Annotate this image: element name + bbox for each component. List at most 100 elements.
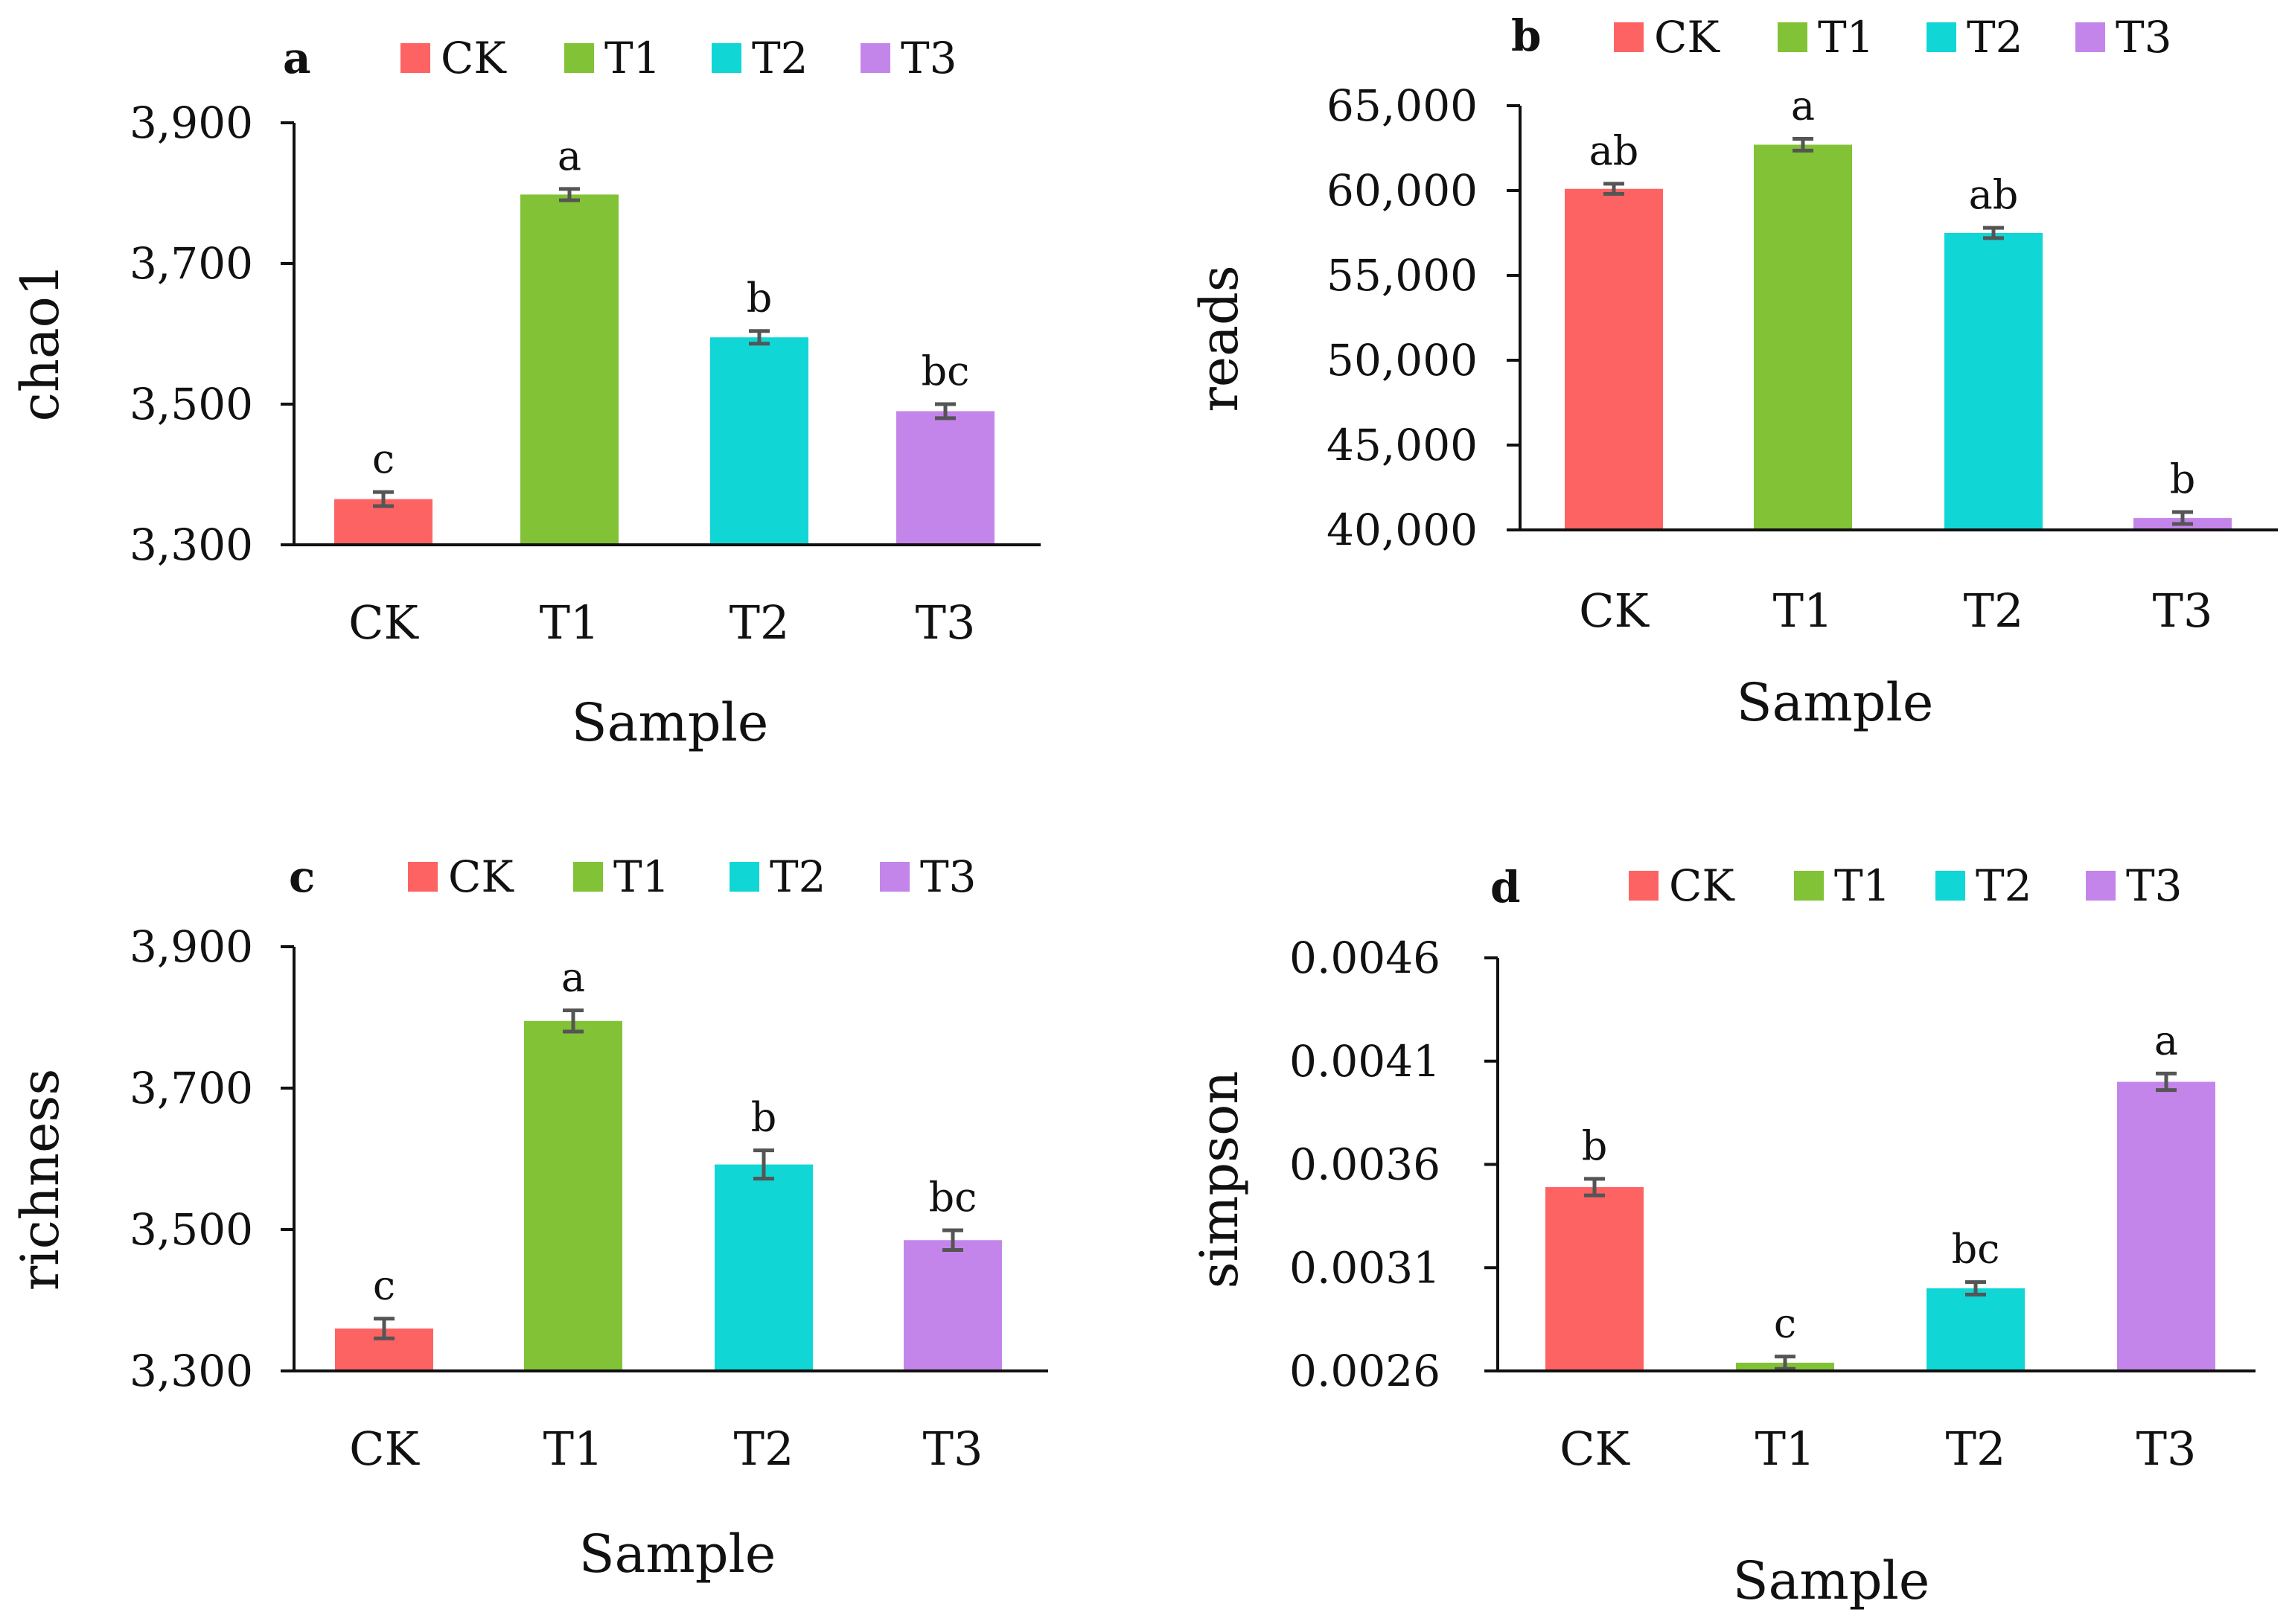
bar-t3: [896, 411, 995, 545]
legend-label-t2-c: T2: [770, 851, 826, 902]
bar-t2: [1927, 1288, 2025, 1371]
x-axis-title-a: Sample: [572, 692, 769, 753]
significance-label-t3: a: [2154, 1017, 2178, 1064]
y-tick-label: 3,900: [130, 921, 253, 972]
y-axis-title-a: chao1: [10, 263, 71, 422]
bar-ck: [1565, 188, 1663, 530]
x-tick-label-t2: T2: [1964, 584, 2024, 638]
legend-label-t2-a: T2: [752, 33, 808, 83]
y-axis-title-d: simpson: [1189, 1071, 1250, 1289]
panel-c: c CK T1 T2 T3 3,300 3,500 3,700 3,900 c CK a T1…: [10, 851, 1048, 1585]
legend-d: CK T1 T2 T3: [1629, 860, 2183, 911]
significance-label-t1: a: [1791, 82, 1815, 129]
legend-label-ck-a: CK: [441, 33, 507, 83]
bar-ck: [1545, 1187, 1644, 1371]
x-tick-label-t2: T2: [730, 595, 790, 650]
legend-swatch-t3-a: [861, 43, 890, 73]
legend-swatch-t3-d: [2086, 871, 2116, 901]
legend-swatch-t1-c: [573, 862, 603, 892]
y-tick-label: 50,000: [1327, 335, 1478, 386]
x-tick-label-ck: CK: [1560, 1422, 1630, 1476]
plot-area-b: 40,00045,00050,00055,00060,00065,000abCK…: [1327, 80, 2278, 638]
legend-swatch-ck-a: [400, 43, 430, 73]
legend-label-ck-d: CK: [1669, 860, 1735, 911]
x-tick-label-ck: CK: [1579, 584, 1650, 638]
legend-label-t3-c: T3: [920, 851, 977, 902]
panel-a: a CK T1 T2 T3 3,300 3,500 3,700 3,900 c CK a T1…: [10, 33, 1041, 753]
plot-area-c: 3,300 3,500 3,700 3,900 c CK a T1 b T2 bc T3: [130, 921, 1048, 1476]
x-axis-title-d: Sample: [1733, 1550, 1930, 1611]
significance-label-t1: c: [1774, 1300, 1796, 1347]
bar-t1: [524, 1020, 622, 1371]
significance-label-ck: b: [1582, 1122, 1608, 1169]
legend-swatch-t2-c: [730, 862, 759, 892]
legend-swatch-ck-b: [1614, 22, 1644, 52]
bar-t2: [715, 1164, 813, 1371]
y-tick-label: 0.0026: [1289, 1346, 1440, 1396]
legend-swatch-ck-d: [1629, 871, 1659, 901]
bar-t3: [2117, 1081, 2215, 1371]
significance-label-t3: bc: [929, 1174, 977, 1221]
x-tick-label-t1: T1: [543, 1422, 604, 1476]
y-tick-label: 3,500: [130, 1204, 253, 1255]
x-axis-title-b: Sample: [1737, 672, 1934, 733]
x-tick-label-t3: T3: [2153, 584, 2213, 638]
legend-label-t2-b: T2: [1967, 12, 2023, 63]
y-tick-label: 3,300: [130, 520, 253, 570]
significance-label-t1: a: [561, 954, 585, 1001]
panel-label-b: b: [1511, 10, 1542, 61]
legend-b: CK T1 T2 T3: [1614, 12, 2172, 63]
x-tick-label-t3: T3: [2136, 1422, 2197, 1476]
legend-swatch-t1-d: [1794, 871, 1824, 901]
x-tick-label-t1: T1: [1773, 584, 1833, 638]
y-tick-label: 3,700: [130, 1063, 253, 1113]
plot-area-d: 0.0026 0.0031 0.0036 0.0041 0.0046 b CK c T1 bc T2…: [1289, 933, 2256, 1476]
legend-swatch-t1-b: [1778, 22, 1807, 52]
significance-label-t2: ab: [1969, 171, 2019, 218]
x-tick-label-t3: T3: [923, 1422, 983, 1476]
y-tick-label: 60,000: [1327, 165, 1478, 216]
y-axis-title-c: richness: [10, 1069, 71, 1291]
legend-swatch-ck-c: [408, 862, 438, 892]
panel-d: d CK T1 T2 T3 0.00260.00310.00360.00410.…: [1189, 860, 2256, 1611]
y-tick-label: 0.0046: [1289, 933, 1440, 983]
y-tick-label: 45,000: [1327, 420, 1478, 470]
y-tick-label: 0.0036: [1289, 1139, 1440, 1190]
x-tick-label-t3: T3: [916, 595, 976, 650]
plot-area-a: 3,300 3,500 3,700 3,900 c CK a T1 b T2 bc T3: [130, 97, 1041, 650]
legend-swatch-t1-a: [564, 43, 594, 73]
legend-label-t1-a: T1: [604, 33, 661, 83]
legend-label-ck-b: CK: [1654, 12, 1720, 63]
legend-swatch-t3-c: [880, 862, 910, 892]
legend-swatch-t3-b: [2075, 22, 2105, 52]
legend-label-t3-d: T3: [2126, 860, 2183, 911]
legend-label-t1-b: T1: [1818, 12, 1874, 63]
x-tick-label-ck: CK: [349, 1422, 420, 1476]
y-tick-label: 3,300: [130, 1346, 253, 1396]
x-axis-title-c: Sample: [579, 1524, 776, 1585]
significance-label-t2: b: [751, 1094, 777, 1141]
significance-label-ck: ab: [1589, 127, 1639, 174]
significance-label-t2: b: [747, 275, 773, 322]
y-tick-label: 3,500: [130, 379, 253, 429]
legend-a: CK T1 T2 T3: [400, 33, 957, 83]
legend-swatch-t2-d: [1935, 871, 1965, 901]
legend-label-t1-c: T1: [613, 851, 670, 902]
legend-label-t2-d: T2: [1976, 860, 2032, 911]
legend-label-ck-c: CK: [448, 851, 514, 902]
x-tick-label-t1: T1: [540, 595, 600, 650]
x-tick-label-t2: T2: [1946, 1422, 2006, 1476]
panel-label-c: c: [289, 851, 315, 902]
y-tick-label: 0.0031: [1289, 1242, 1440, 1293]
y-tick-label: 0.0041: [1289, 1036, 1440, 1087]
bar-t1: [520, 194, 619, 545]
legend-label-t3-b: T3: [2116, 12, 2172, 63]
bar-t1: [1754, 144, 1852, 530]
y-tick-label: 3,900: [130, 97, 253, 148]
x-tick-label-t1: T1: [1755, 1422, 1816, 1476]
bar-t2: [710, 337, 808, 545]
y-tick-label: 65,000: [1327, 80, 1478, 131]
significance-label-t3: bc: [922, 348, 970, 394]
panel-label-a: a: [283, 33, 311, 83]
